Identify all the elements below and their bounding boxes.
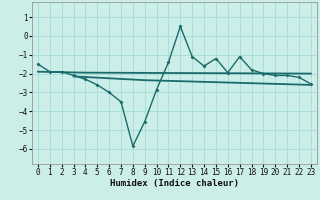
X-axis label: Humidex (Indice chaleur): Humidex (Indice chaleur) [110,179,239,188]
